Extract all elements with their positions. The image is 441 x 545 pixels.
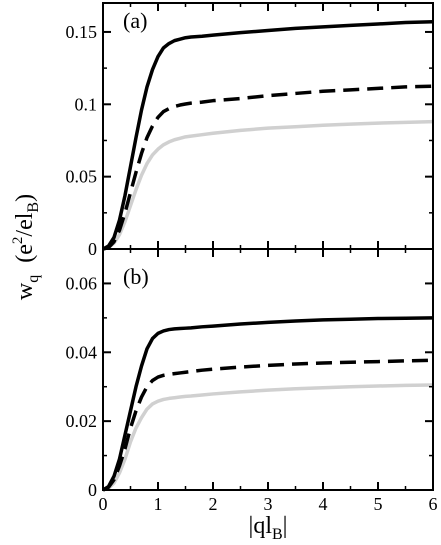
panel-b-y-tick-label: 0	[88, 480, 97, 500]
x-axis-label: |qlB|	[249, 513, 288, 543]
panel-b-series	[102, 316, 434, 492]
panel-a-series-dashed-black	[102, 84, 434, 251]
x-tick-label: 4	[319, 494, 328, 514]
x-axis-label-close: |	[283, 513, 288, 539]
panel-b-frame	[102, 248, 434, 491]
panel-a-series-solid-gray	[102, 119, 434, 251]
panel-b-series-solid-gray	[102, 383, 434, 492]
panel-b-ticks: 0 1 2 3 4 5 6 0 0.02 0.04 0.06	[66, 249, 438, 514]
y-axis-label-sub: B	[25, 202, 42, 213]
panel-b-y-tick-label: 0.02	[66, 411, 98, 431]
panel-b-y-tick-label: 0.06	[66, 273, 98, 293]
y-axis-label-mid: /el	[12, 212, 38, 236]
panel-b-y-tick-label: 0.04	[66, 342, 98, 362]
panel-b-series-dashed-black	[102, 358, 434, 492]
panel-a-y-tick-label: 0.15	[66, 22, 98, 42]
panel-b-series-solid-black	[102, 316, 434, 492]
x-tick-label: 2	[209, 494, 218, 514]
panel-a: 0 0.05 0.1 0.15 (a)	[66, 2, 434, 259]
y-axis-label-sup: 2	[10, 237, 26, 245]
y-axis-label-q: q	[25, 275, 42, 283]
y-axis-label-open: (e	[12, 244, 38, 263]
y-axis-label: wq (e2/elB)	[10, 194, 42, 300]
panel-a-series	[102, 20, 434, 251]
y-axis-label-close: )	[12, 194, 38, 202]
x-tick-label: 3	[264, 494, 273, 514]
x-axis-label-base: |ql	[249, 513, 273, 539]
panel-a-y-tick-label: 0	[88, 239, 97, 259]
x-tick-label: 6	[429, 494, 438, 514]
panel-a-series-solid-black	[102, 20, 434, 251]
panel-a-y-tick-label: 0.1	[75, 94, 98, 114]
panel-b: 0 1 2 3 4 5 6 0 0.02 0.04 0.06 (b)	[66, 248, 438, 514]
panel-b-label: (b)	[123, 264, 149, 289]
panel-a-label: (a)	[123, 8, 147, 33]
panel-a-ticks: 0 0.05 0.1 0.15	[66, 3, 434, 259]
x-axis-label-sub: B	[272, 526, 283, 543]
panel-a-y-tick-label: 0.05	[66, 167, 98, 187]
x-tick-label: 1	[154, 494, 163, 514]
y-axis-label-w: w	[12, 282, 38, 300]
x-tick-label: 0	[99, 494, 108, 514]
x-tick-label: 5	[374, 494, 383, 514]
